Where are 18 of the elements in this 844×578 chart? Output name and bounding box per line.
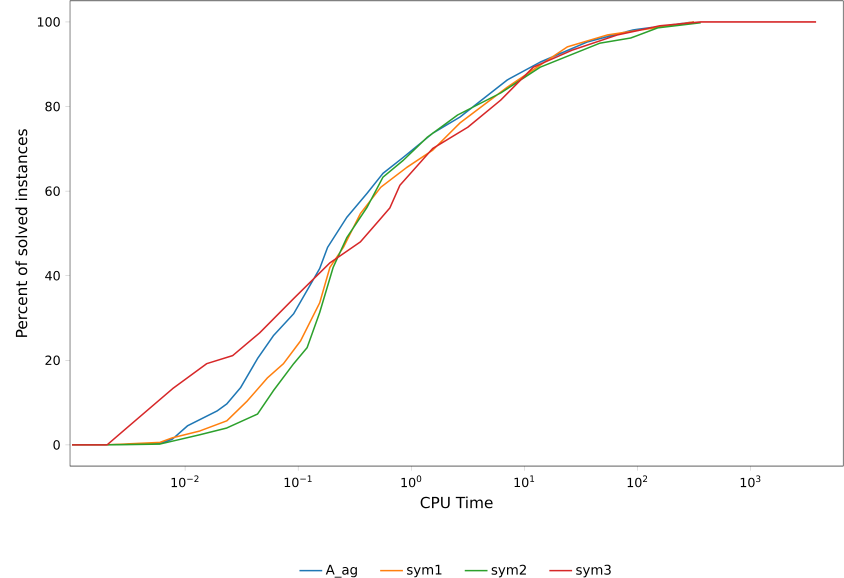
x-tick-label: 10$^{0}$ [401, 475, 422, 488]
x-tick-label: 10$^{3}$ [740, 475, 760, 488]
x-tick-label: 10$^{2}$ [628, 475, 648, 488]
legend-label: sym2 [492, 564, 526, 578]
y-tick-label: 20 [45, 356, 60, 366]
y-tick-label: 0 [53, 440, 60, 450]
y-tick-label: 40 [45, 270, 60, 281]
x-tick-label: 10$^{−1}$ [284, 475, 312, 488]
x-tick-label: 10$^{−2}$ [172, 475, 198, 488]
y-tick-label: 60 [45, 186, 60, 196]
x-tick-label: 10$^{1}$ [514, 475, 534, 488]
legend-label: sym3 [576, 564, 611, 578]
y-tick-label: 100 [38, 17, 60, 27]
y-axis-title: Percent of solved instances [15, 129, 28, 337]
legend-label: A_ag [326, 564, 357, 578]
legend-label: sym1 [407, 564, 442, 578]
x-axis-title: CPU Time [420, 496, 493, 508]
y-tick-label: 80 [45, 102, 60, 112]
